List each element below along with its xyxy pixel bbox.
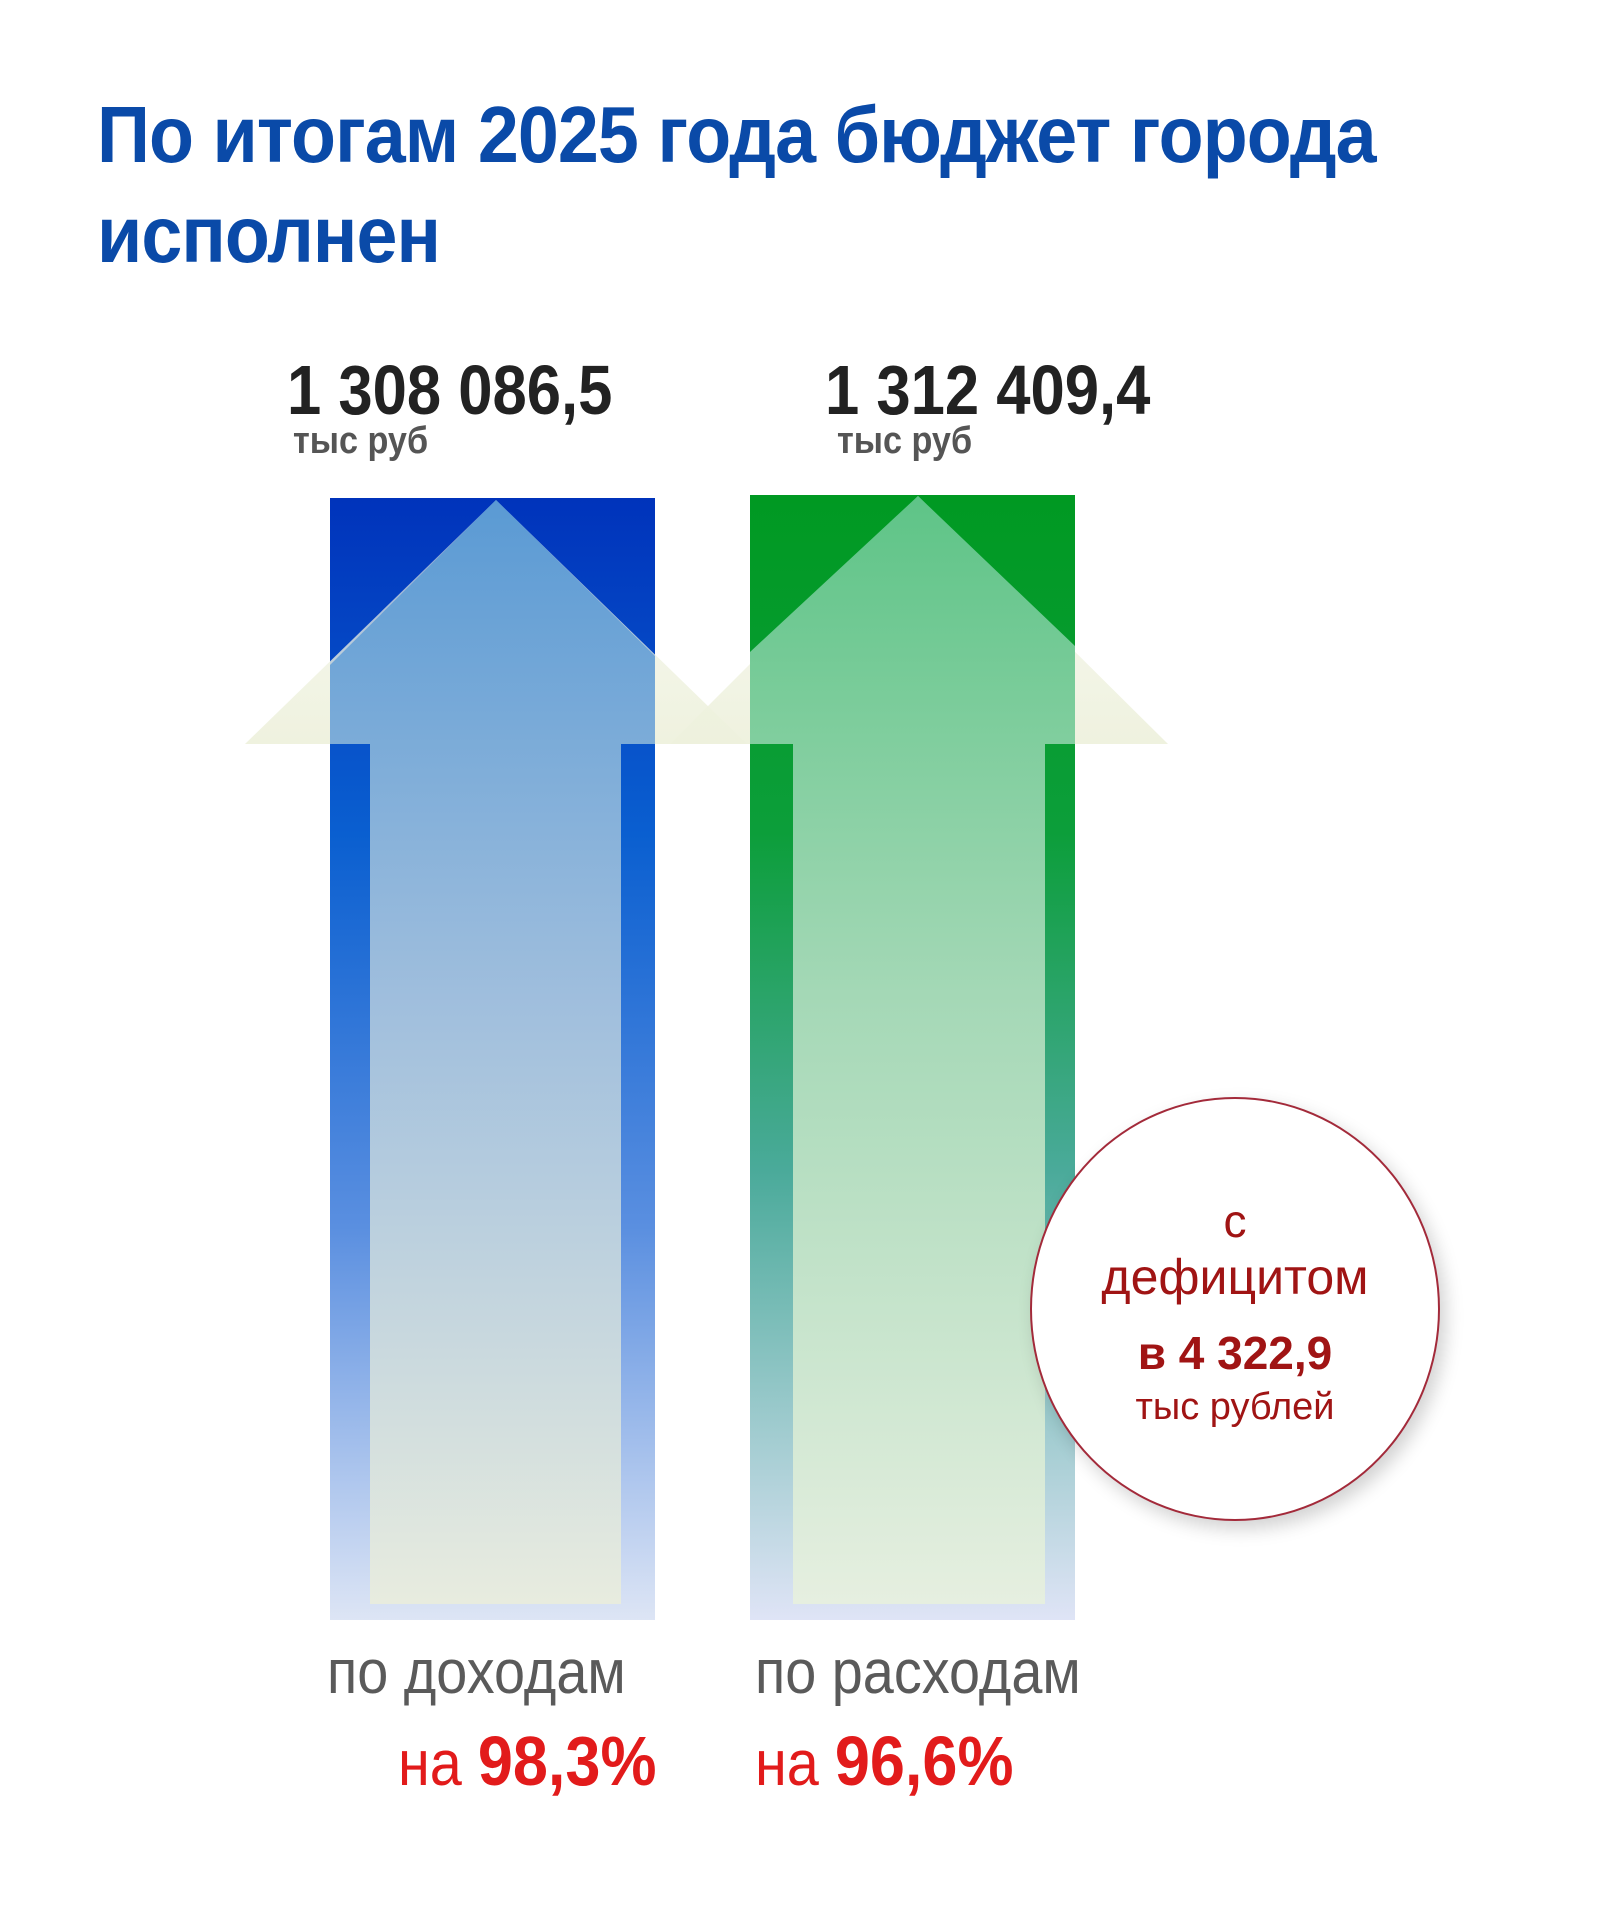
income-percent: 98,3% (477, 1722, 657, 1800)
deficit-amount: в 4 322,9 (1137, 1327, 1333, 1379)
expenses-percent-prefix: на (755, 1727, 819, 1799)
deficit-circle: с дефицитом в 4 322,9 тыс рублей (1030, 1097, 1440, 1521)
deficit-word: дефицитом (1101, 1249, 1369, 1305)
income-arrow (330, 500, 655, 1604)
page-title: По итогам 2025 года бюджет города исполн… (97, 90, 1377, 279)
income-unit: тыс руб (293, 420, 429, 462)
expenses-amount: 1 312 409,4 (825, 351, 1151, 429)
income-percent-prefix: на (398, 1727, 462, 1799)
income-percent-line: на 98,3% (398, 1725, 656, 1799)
deficit-unit: тыс рублей (1135, 1386, 1335, 1428)
deficit-prefix: с (1223, 1195, 1247, 1247)
expenses-percent-line: на 96,6% (755, 1725, 1013, 1799)
income-caption: по доходам (327, 1638, 626, 1707)
income-amount: 1 308 086,5 (287, 351, 613, 429)
expenses-arrow (750, 496, 1075, 1604)
expenses-percent: 96,6% (834, 1722, 1014, 1800)
expenses-unit: тыс руб (837, 420, 973, 462)
expenses-caption: по расходам (755, 1638, 1081, 1707)
